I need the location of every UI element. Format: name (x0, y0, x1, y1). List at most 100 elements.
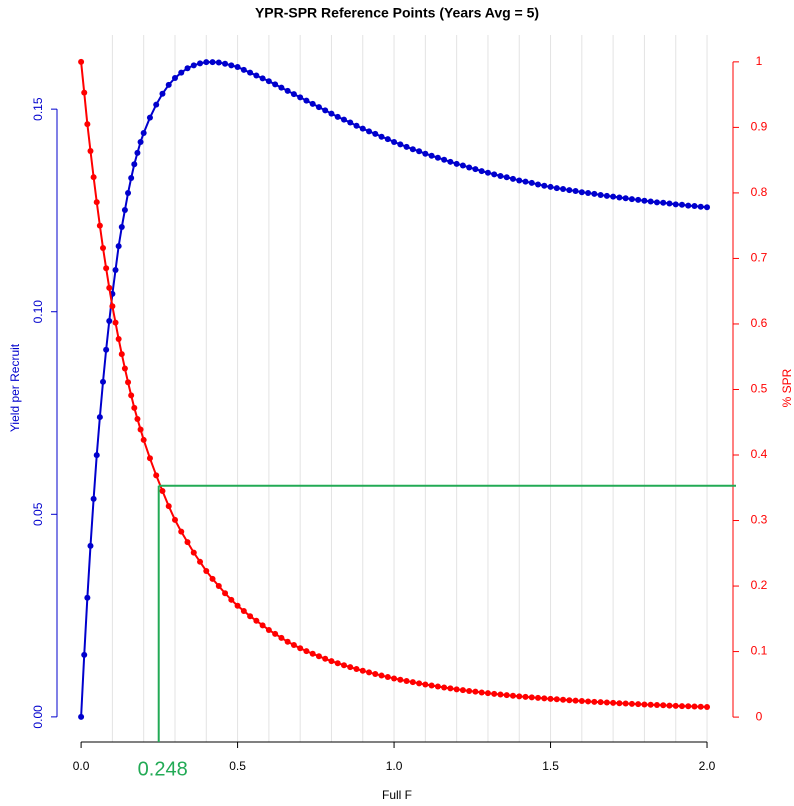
data-point (322, 107, 329, 114)
data-point (140, 130, 147, 137)
data-point (106, 284, 113, 291)
data-point (121, 365, 128, 372)
y-axis-label: Yield per Recruit (8, 343, 22, 432)
data-point (81, 651, 88, 658)
data-point (84, 594, 91, 601)
data-point (578, 698, 585, 705)
data-point (309, 650, 316, 657)
data-point (153, 472, 160, 479)
data-point (103, 346, 110, 353)
data-point (228, 596, 235, 603)
data-point (334, 660, 341, 667)
data-point (87, 147, 94, 154)
data-point (685, 703, 692, 710)
data-point (647, 701, 654, 708)
data-point (215, 59, 222, 66)
data-point (509, 175, 516, 182)
data-point (484, 690, 491, 697)
data-point (303, 648, 310, 655)
data-point (309, 100, 316, 107)
data-point (484, 169, 491, 176)
data-point (184, 539, 191, 546)
data-point (322, 655, 329, 662)
data-point (315, 104, 322, 111)
data-point (128, 392, 135, 399)
data-point (491, 171, 498, 178)
data-point (190, 549, 197, 556)
data-point (547, 183, 554, 190)
x-tick-label: 0.5 (229, 759, 246, 773)
data-point (685, 202, 692, 209)
data-point (428, 682, 435, 689)
data-point (171, 516, 178, 523)
data-point (184, 65, 191, 72)
y2-tick-label: 0 (756, 709, 763, 723)
data-point (635, 196, 642, 203)
data-point (112, 319, 119, 326)
data-point (434, 154, 441, 161)
data-point (178, 528, 185, 535)
data-point (153, 101, 160, 108)
data-point (497, 691, 504, 698)
data-point (165, 81, 172, 88)
data-point (197, 558, 204, 565)
data-point (290, 91, 297, 98)
data-point (215, 583, 222, 590)
data-point (121, 207, 128, 214)
data-point (253, 617, 260, 624)
data-point (459, 687, 466, 694)
data-point (497, 172, 504, 179)
y2-tick-label: 0.7 (751, 251, 768, 265)
data-point (478, 689, 485, 696)
data-point (391, 138, 398, 145)
data-point (591, 190, 598, 197)
data-point (553, 185, 560, 192)
data-point (159, 488, 166, 495)
data-point (704, 703, 711, 710)
data-point (622, 700, 629, 707)
data-point (209, 59, 216, 66)
data-point (472, 166, 479, 173)
y-tick-label: 0.05 (31, 502, 45, 526)
data-point (115, 336, 122, 343)
y-tick-label: 0.10 (31, 300, 45, 324)
data-point (253, 72, 260, 79)
data-point (259, 75, 266, 82)
data-point (347, 664, 354, 671)
data-point (591, 698, 598, 705)
data-point (372, 670, 379, 677)
data-point (328, 658, 335, 665)
data-point (103, 265, 110, 272)
data-point (672, 702, 679, 709)
data-point (247, 613, 254, 620)
data-point (378, 133, 385, 140)
data-point (459, 162, 466, 169)
data-point (585, 190, 592, 197)
data-point (666, 702, 673, 709)
y-tick-label: 0.15 (31, 97, 45, 121)
data-point (290, 642, 297, 649)
data-point (384, 136, 391, 143)
data-point (109, 303, 116, 310)
chart-title: YPR-SPR Reference Points (Years Avg = 5) (255, 5, 539, 21)
data-point (597, 192, 604, 199)
data-point (78, 58, 85, 65)
data-point (503, 174, 510, 181)
data-point (672, 201, 679, 208)
data-point (81, 89, 88, 96)
y2-tick-label: 1 (756, 54, 763, 68)
data-point (509, 692, 516, 699)
data-point (353, 666, 360, 673)
data-point (78, 713, 85, 720)
data-point (347, 119, 354, 126)
data-point (491, 690, 498, 697)
data-point (691, 202, 698, 209)
data-point (340, 662, 347, 669)
data-point (284, 638, 291, 645)
data-point (334, 113, 341, 120)
data-point (112, 266, 119, 273)
data-point (366, 128, 373, 135)
data-point (203, 59, 210, 66)
data-point (171, 74, 178, 81)
data-point (641, 197, 648, 204)
